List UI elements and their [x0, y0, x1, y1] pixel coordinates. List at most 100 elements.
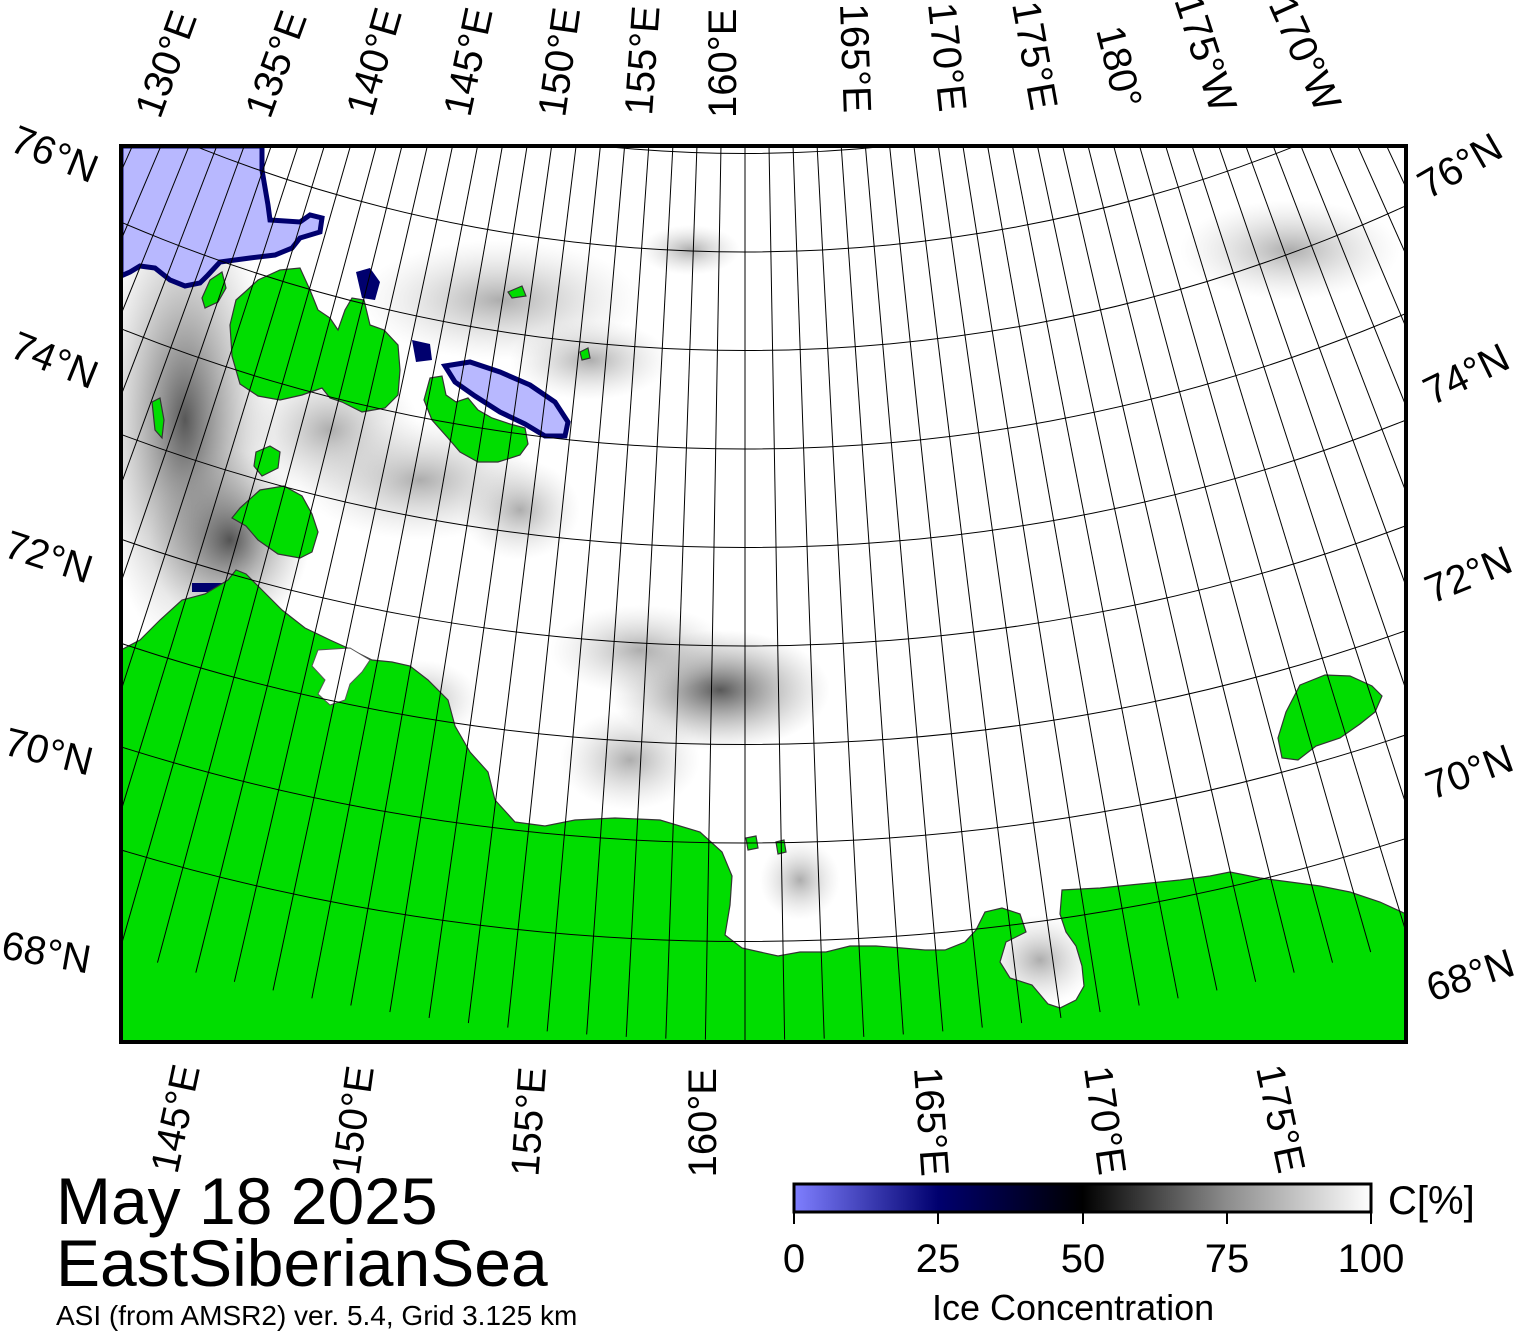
meridian-line — [121, 146, 272, 584]
ice-patch — [760, 840, 840, 920]
meridian-line — [1191, 146, 1406, 806]
meridian-line — [0, 0, 60, 534]
low-concentration-areas — [121, 146, 571, 592]
meridian-line — [195, 146, 403, 973]
meridian-line — [816, 146, 865, 1037]
meridian-line — [1062, 146, 1257, 982]
low-ice-area-northwest — [121, 146, 325, 289]
top-lon-label: 175°W — [1165, 0, 1244, 118]
left-lat-label: 72°N — [0, 523, 98, 592]
top-lon-label: 175°E — [1003, 0, 1065, 113]
colorbar-ticks — [793, 1212, 1372, 1224]
meridian-line — [625, 146, 674, 1037]
meridian-line — [121, 146, 218, 397]
meridian-line — [1245, 146, 1406, 588]
meridian-line — [389, 146, 528, 1013]
meridian-line — [1139, 146, 1372, 953]
meridian-line — [121, 146, 325, 813]
colorbar-tick-label: 75 — [1205, 1237, 1250, 1281]
meridian-line — [1113, 146, 1334, 963]
right-latitude-labels: 76°N 74°N 72°N 70°N 68°N — [1411, 125, 1520, 1011]
colorbar-title: Ice Concentration — [932, 1287, 1215, 1328]
meridian-line — [1415, 0, 1527, 559]
meridian-line — [121, 146, 351, 948]
graticule — [0, 0, 1527, 1040]
right-lat-label: 70°N — [1420, 737, 1519, 809]
meridian-line — [1087, 146, 1295, 973]
left-lat-label: 76°N — [5, 118, 104, 192]
meridian-line — [1400, 0, 1527, 583]
meridian-line — [311, 146, 479, 999]
meridian-line — [121, 146, 299, 693]
meridian-line — [792, 146, 825, 1039]
meridian-line — [0, 0, 90, 583]
meridian-line — [350, 146, 503, 1006]
right-lat-label: 68°N — [1421, 941, 1520, 1010]
top-lon-label: 170°E — [919, 0, 974, 113]
small-island — [231, 485, 319, 559]
ice-patch — [550, 605, 730, 695]
meridian-line — [1272, 146, 1406, 494]
top-lon-label: 150°E — [530, 5, 589, 119]
meridian-line — [889, 146, 983, 1028]
land-lake — [311, 647, 371, 706]
meridian-line — [272, 146, 454, 991]
small-island — [579, 347, 591, 361]
meridian-line — [1328, 146, 1406, 329]
meridian-line — [913, 146, 1023, 1024]
meridian-line — [121, 146, 245, 486]
left-lat-label: 74°N — [5, 324, 104, 398]
top-lon-label: 130°E — [127, 5, 206, 123]
top-lon-label: 165°E — [831, 3, 879, 114]
product-info: ASI (from AMSR2) ver. 5.4, Grid 3.125 km — [56, 1300, 578, 1331]
meridian-line — [1036, 146, 1218, 991]
ice-patch — [510, 320, 670, 400]
new-siberia-island — [423, 375, 529, 463]
low-ice-area-new-siberia — [440, 359, 571, 439]
meridian-line — [0, 0, 105, 606]
meridian-line — [665, 146, 698, 1039]
map-frame — [119, 144, 1408, 1044]
left-lat-label: 68°N — [0, 924, 94, 983]
left-lat-label: 70°N — [0, 720, 97, 784]
top-lon-label: 140°E — [338, 3, 410, 120]
top-lon-label: 160°E — [701, 9, 745, 118]
colorbar-tick-label: 25 — [916, 1237, 961, 1281]
meridian-line — [1011, 146, 1179, 999]
colorbar-unit: C[%] — [1388, 1179, 1475, 1223]
ice-patch — [560, 710, 700, 810]
meridian-line — [987, 146, 1140, 1006]
top-lon-label: 170°W — [1260, 0, 1349, 118]
right-lat-label: 74°N — [1417, 335, 1517, 414]
map-region: EastSiberianSea — [56, 1226, 548, 1300]
meridian-line — [507, 146, 601, 1028]
bottom-longitude-labels: 145°E 150°E 155°E 160°E 165°E 170°E 175°… — [143, 1061, 1313, 1178]
bottom-lon-label: 170°E — [1075, 1063, 1134, 1177]
ice-patch — [460, 460, 580, 560]
bottom-lon-label: 155°E — [503, 1066, 555, 1178]
meridian-line — [586, 146, 650, 1035]
small-island — [151, 397, 165, 440]
meridian-line — [962, 146, 1101, 1013]
meridian-line — [864, 146, 944, 1032]
bottom-lon-label: 175°E — [1247, 1061, 1313, 1177]
ice-patch — [640, 225, 740, 275]
meridian-line — [704, 146, 722, 1040]
colorbar-tick-label: 50 — [1061, 1237, 1106, 1281]
colorbar-tick-label: 100 — [1338, 1237, 1405, 1281]
meridian-line — [428, 146, 553, 1018]
meridian-line — [768, 146, 786, 1040]
ice-patch — [1180, 200, 1400, 300]
bottom-lon-label: 165°E — [905, 1066, 957, 1178]
bottom-lon-label: 160°E — [681, 1068, 725, 1177]
meridian-line — [233, 146, 428, 982]
meridian-line — [546, 146, 626, 1032]
top-longitude-labels: 130°E 135°E 140°E 145°E 150°E 155°E 160°… — [127, 0, 1349, 123]
small-island — [253, 445, 281, 477]
colorbar: 0 25 50 75 100 C[%] — [783, 1179, 1475, 1281]
colorbar-tick-label: 0 — [783, 1237, 805, 1281]
wrangel-island — [1277, 674, 1383, 761]
bottom-lon-label: 150°E — [324, 1063, 383, 1177]
right-lat-label: 72°N — [1419, 538, 1518, 612]
